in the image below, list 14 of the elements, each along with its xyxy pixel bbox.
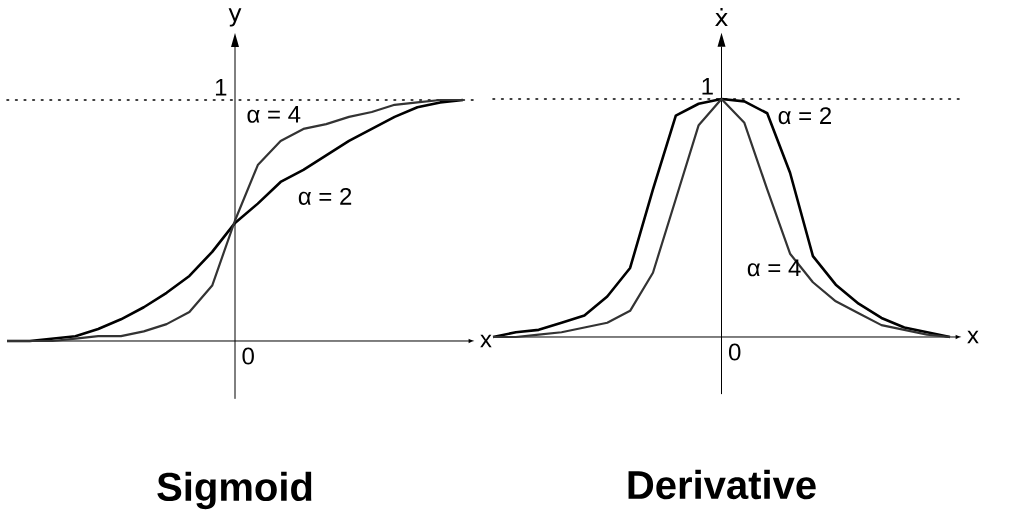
text: Sigmoid [157,471,312,510]
text: 0 [728,343,741,361]
series-label: α = 2 [778,107,831,125]
series-label: α = 4 [747,259,801,277]
series-label: α = 4 [247,106,301,123]
text: 0 [242,347,254,365]
x-axis-title: x [967,330,979,344]
x-axis-title: x [480,334,492,348]
text: Derivative [628,469,816,500]
y-axis-title: y [228,8,242,27]
ref-line-label: 1 [215,78,227,96]
series-label: α = 2 [298,187,352,205]
ref-line-label: 1 [702,77,713,95]
y-axis-title: ẋ [715,7,728,27]
